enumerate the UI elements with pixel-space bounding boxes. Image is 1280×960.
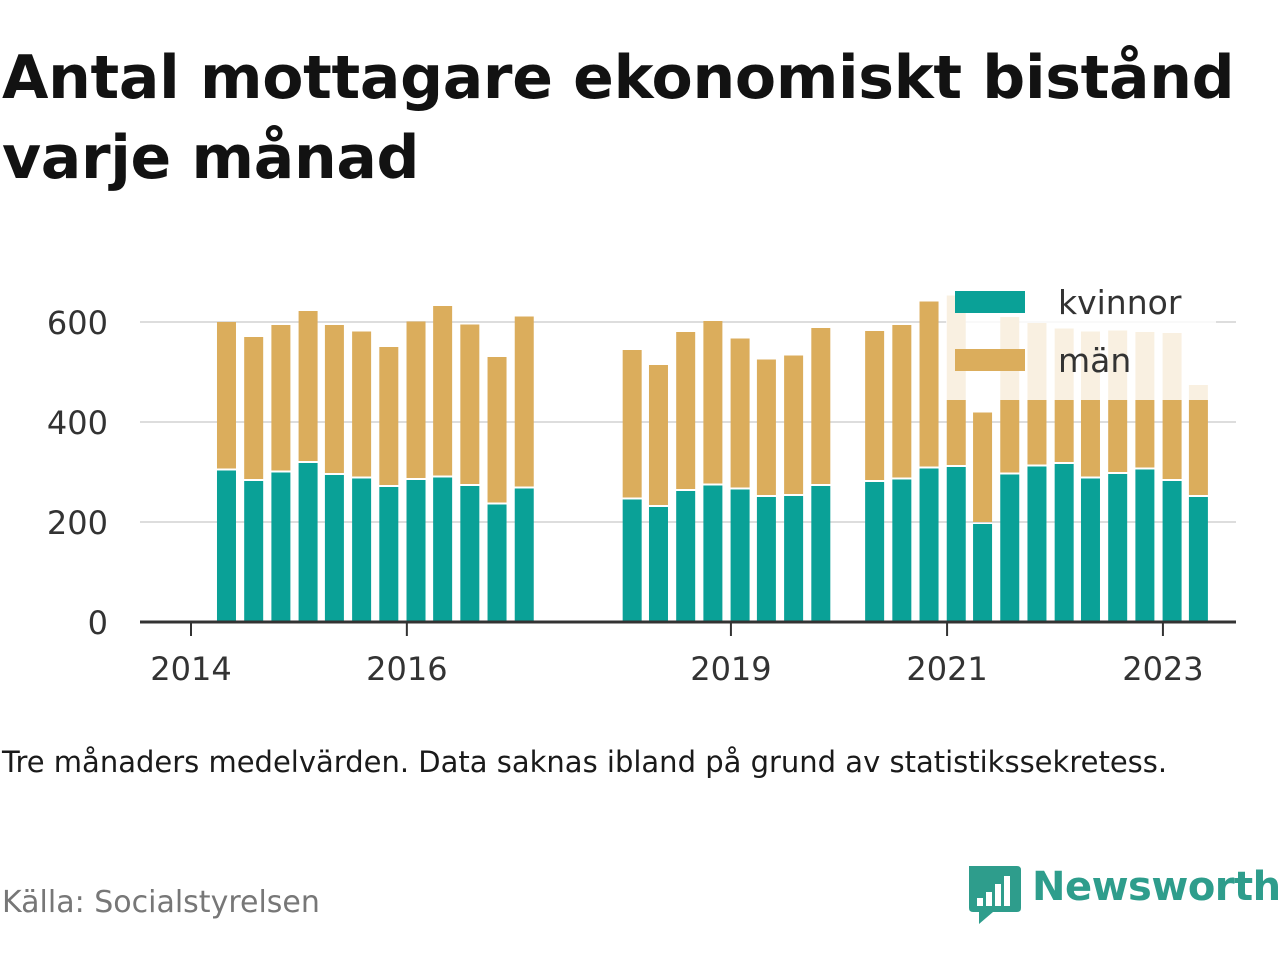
bar-chart-speech-bubble-icon <box>969 866 1021 924</box>
bar-man <box>622 350 642 498</box>
bar-kvinnor <box>1054 464 1074 622</box>
brand-name: Newsworthy <box>1032 864 1280 910</box>
bar-man <box>892 325 912 478</box>
bar-kvinnor <box>1000 474 1020 622</box>
bar-kvinnor <box>1027 466 1047 622</box>
bar-kvinnor <box>784 496 804 622</box>
bar-kvinnor <box>1188 497 1208 622</box>
bar-man <box>433 306 453 476</box>
chart-note: Tre månaders medelvärden. Data saknas ib… <box>2 745 1168 779</box>
bar-kvinnor <box>946 467 966 622</box>
y-tick-label: 600 <box>47 304 108 342</box>
bars <box>216 295 1208 622</box>
bar-man <box>379 347 399 485</box>
bar-kvinnor <box>622 499 642 622</box>
y-axis-tick-labels: 0 200 400 600 <box>47 304 108 642</box>
bar-man <box>919 301 939 467</box>
bar-kvinnor <box>811 486 831 622</box>
bar-man <box>244 337 264 479</box>
bar-kvinnor <box>1162 481 1182 622</box>
y-tick-label: 200 <box>47 504 108 542</box>
bar-man <box>865 331 885 480</box>
bar-kvinnor <box>919 468 939 622</box>
bar-man <box>756 359 776 495</box>
bar-kvinnor <box>406 480 426 622</box>
bar-kvinnor <box>703 485 723 622</box>
bar-kvinnor <box>216 470 236 622</box>
bar-man <box>298 311 318 461</box>
bar-kvinnor <box>514 488 534 622</box>
bar-kvinnor <box>730 489 750 622</box>
x-tick-label: 2023 <box>1122 650 1203 688</box>
bar-kvinnor <box>271 472 291 622</box>
bar-man <box>460 324 480 484</box>
legend-swatch-kvinnor <box>955 291 1025 313</box>
bar-man <box>324 325 344 473</box>
bar-man <box>730 338 750 488</box>
bar-man <box>648 365 668 505</box>
bar-kvinnor <box>676 491 696 622</box>
bar-kvinnor <box>973 524 993 622</box>
bar-kvinnor <box>892 479 912 622</box>
bar-man <box>406 321 426 478</box>
bar-man <box>487 357 507 503</box>
legend-label-kvinnor: kvinnor <box>1058 283 1182 322</box>
bar-kvinnor <box>487 504 507 622</box>
bar-kvinnor <box>1108 474 1128 622</box>
bar-man <box>514 316 534 487</box>
bar-man <box>352 331 372 477</box>
x-tick-label: 2014 <box>150 650 231 688</box>
x-axis: 2014 2016 2019 2021 2023 <box>140 620 1236 688</box>
chart-title: Antal mottagare ekonomiskt bistånd varje… <box>2 43 1235 193</box>
y-tick-label: 0 <box>88 604 108 642</box>
source-label: Källa: Socialstyrelsen <box>2 885 320 920</box>
bar-man <box>973 412 993 522</box>
legend: kvinnor män <box>946 283 1216 400</box>
bar-kvinnor <box>352 478 372 622</box>
newsworthy-logo[interactable]: Newsworthy <box>965 862 1280 926</box>
bar-man <box>1188 385 1208 495</box>
bar-kvinnor <box>298 463 318 622</box>
bar-man <box>703 321 723 484</box>
bar-man <box>811 328 831 484</box>
bar-kvinnor <box>648 507 668 622</box>
y-tick-label: 400 <box>47 404 108 442</box>
bar-kvinnor <box>756 497 776 622</box>
bar-kvinnor <box>1080 478 1100 622</box>
bar-kvinnor <box>460 486 480 622</box>
bar-kvinnor <box>324 475 344 622</box>
legend-label-man: män <box>1058 341 1131 380</box>
x-tick-label: 2019 <box>690 650 771 688</box>
bar-man <box>216 322 236 469</box>
bar-kvinnor <box>1135 469 1155 622</box>
bar-kvinnor <box>865 482 885 622</box>
bar-kvinnor <box>379 487 399 622</box>
bar-kvinnor <box>433 477 453 622</box>
bar-man <box>676 332 696 489</box>
bar-man <box>784 355 804 494</box>
bar-kvinnor <box>244 481 264 622</box>
bar-man <box>271 325 291 471</box>
x-tick-label: 2021 <box>906 650 987 688</box>
legend-swatch-man <box>955 349 1025 371</box>
x-tick-label: 2016 <box>366 650 447 688</box>
